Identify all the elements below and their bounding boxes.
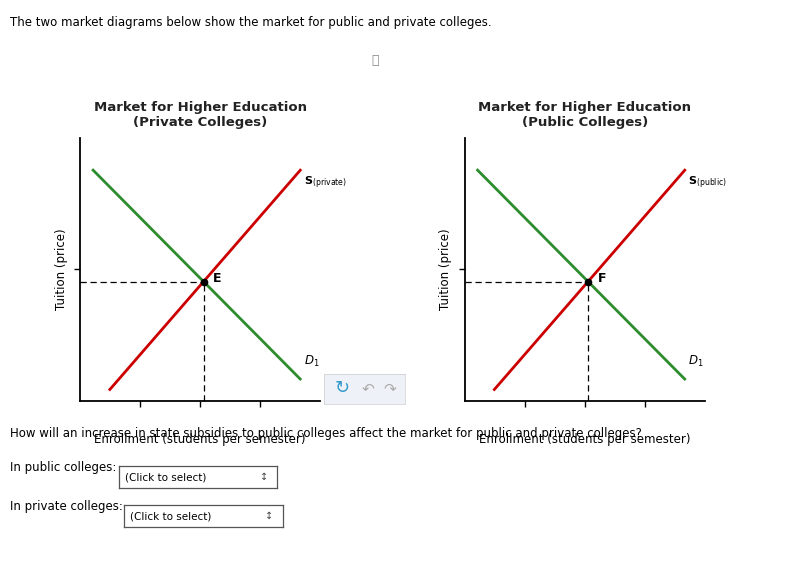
Title: Market for Higher Education
(Private Colleges): Market for Higher Education (Private Col… xyxy=(94,101,307,129)
Text: The two market diagrams below show the market for public and private colleges.: The two market diagrams below show the m… xyxy=(10,16,491,29)
Text: ↕: ↕ xyxy=(265,511,273,521)
Text: ⓘ: ⓘ xyxy=(371,54,379,66)
Title: Market for Higher Education
(Public Colleges): Market for Higher Education (Public Coll… xyxy=(478,101,691,129)
Text: $\mathbf{S}_{\mathregular{(private)}}$: $\mathbf{S}_{\mathregular{(private)}}$ xyxy=(304,174,347,191)
Text: ↕: ↕ xyxy=(260,472,268,482)
Text: In public colleges:: In public colleges: xyxy=(10,461,116,474)
Text: (Click to select): (Click to select) xyxy=(125,472,207,482)
Text: F: F xyxy=(598,272,606,285)
Text: $\mathbf{S}_{\mathregular{(public)}}$: $\mathbf{S}_{\mathregular{(public)}}$ xyxy=(688,174,727,191)
Text: E: E xyxy=(213,272,222,285)
Text: ↷: ↷ xyxy=(384,381,396,396)
Text: Enrollment (students per semester): Enrollment (students per semester) xyxy=(95,433,306,446)
Text: In private colleges:: In private colleges: xyxy=(10,500,123,513)
Text: $\mathit{D}_{\mathregular{1}}$: $\mathit{D}_{\mathregular{1}}$ xyxy=(304,354,319,370)
Text: ↻: ↻ xyxy=(335,379,349,398)
Text: How will an increase in state subsidies to public colleges affect the market for: How will an increase in state subsidies … xyxy=(10,427,642,440)
Text: (Click to select): (Click to select) xyxy=(131,511,212,521)
Text: Enrollment (students per semester): Enrollment (students per semester) xyxy=(479,433,690,446)
Y-axis label: Tuition (price): Tuition (price) xyxy=(54,229,67,310)
Text: ↶: ↶ xyxy=(362,381,375,396)
Text: $\mathit{D}_{\mathregular{1}}$: $\mathit{D}_{\mathregular{1}}$ xyxy=(688,354,703,370)
Y-axis label: Tuition (price): Tuition (price) xyxy=(439,229,452,310)
